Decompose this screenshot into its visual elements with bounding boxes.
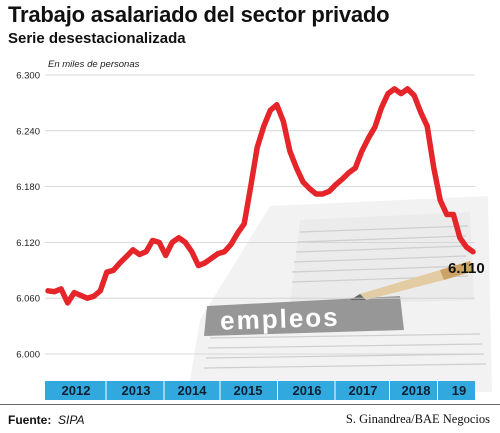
y-tick-label: 6.060 <box>16 294 40 305</box>
year-band <box>45 381 475 400</box>
series-line <box>45 86 476 306</box>
y-tick-label: 6.000 <box>16 350 40 361</box>
source-value: SIPA <box>58 413 85 427</box>
x-axis-years: 2012 2013 2014 2015 2016 2017 2018 19 <box>62 381 466 400</box>
year-label: 2018 <box>402 383 431 398</box>
unit-note: En miles de personas <box>48 59 140 70</box>
y-tick-label: 6.180 <box>16 182 40 193</box>
empleos-stamp: empleos <box>220 302 340 336</box>
year-label: 2013 <box>122 383 151 398</box>
end-value-label: 6.110 <box>448 260 485 277</box>
y-tick-label: 6.120 <box>16 238 40 249</box>
y-tick-label: 6.300 <box>16 71 40 82</box>
chart-title: Trabajo asalariado del sector privado <box>8 2 390 27</box>
chart-subtitle: Serie desestacionalizada <box>8 30 186 47</box>
credit: S. Ginandrea/BAE Negocios <box>345 412 490 426</box>
year-label: 2012 <box>62 383 91 398</box>
year-label: 2014 <box>178 383 208 398</box>
y-tick-label: 6.240 <box>16 126 40 137</box>
year-label: 2015 <box>234 383 263 398</box>
y-axis: 6.300 6.240 6.180 6.120 6.060 6.000 <box>16 71 40 361</box>
source-label: Fuente: <box>8 413 52 427</box>
year-label: 2017 <box>349 383 378 398</box>
year-label: 2016 <box>293 383 322 398</box>
year-label: 19 <box>452 383 466 398</box>
background-illustration: empleos <box>188 196 492 392</box>
footer: Fuente: SIPA S. Ginandrea/BAE Negocios <box>0 404 500 433</box>
